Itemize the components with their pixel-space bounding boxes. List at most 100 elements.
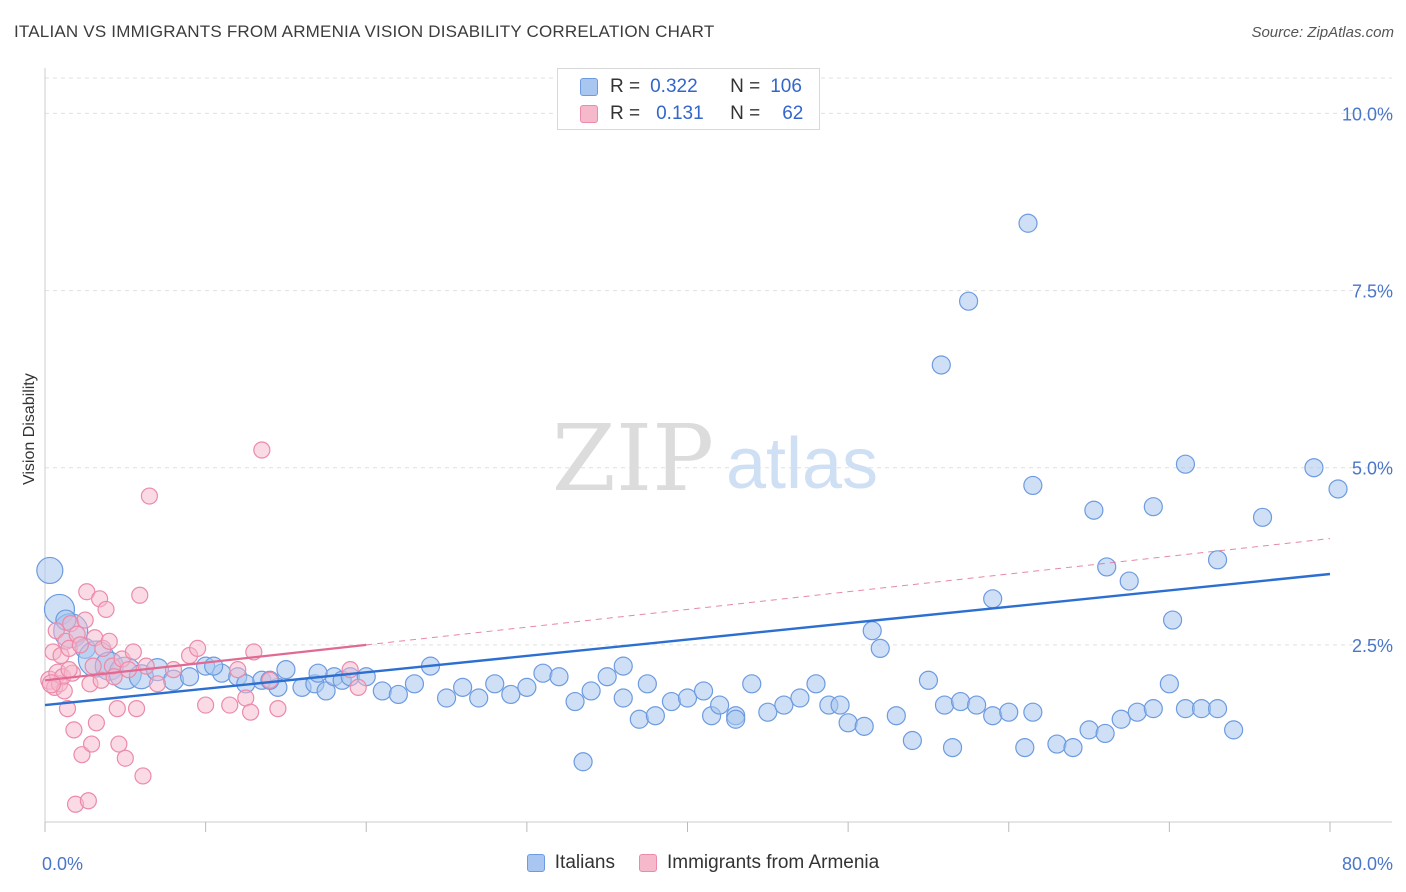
armenia-point [221,696,239,714]
italians-point [1095,723,1115,744]
italians-point [693,681,714,701]
italians-point [597,667,617,687]
armenia-point [127,700,146,718]
armenia-point [65,721,83,739]
y-tick-label: 5.0% [1352,459,1393,479]
italians-point [742,674,762,694]
italians-point [1018,213,1038,233]
r-label: R = [610,103,641,124]
legend-item-armenia[interactable]: Immigrants from Armenia [638,852,879,874]
italians-point [501,684,521,705]
italians-point [790,688,810,708]
armenia-point [110,735,128,753]
italians-point [436,688,457,708]
italians-trend-line [44,572,1331,707]
italians-point [1224,720,1244,740]
italians-point [1207,550,1228,570]
armenia-point [131,586,149,604]
italians-point [950,691,971,712]
italians-point [1119,571,1139,591]
italians-point [613,656,633,676]
armenia-point [58,700,77,718]
chart-title: ITALIAN VS IMMIGRANTS FROM ARMENIA VISIO… [14,22,715,41]
armenia-point [84,657,102,675]
italians-point [1304,458,1324,478]
italians-point [1084,500,1104,520]
armenia-point [134,767,152,785]
italians-swatch [580,78,598,96]
armenia-point [124,643,142,661]
r-value: 0.131 [656,103,704,124]
italians-point [806,674,826,694]
italians-point [1023,475,1043,496]
armenia-point [60,661,78,679]
armenia-point [47,622,65,640]
watermark-zip: ZIP [552,405,714,512]
italians-point [404,674,425,694]
armenia-point [237,689,255,707]
x-tick-label-min: 0.0% [42,854,83,874]
armenia-point [79,792,97,810]
n-label: N = [730,103,761,124]
italians-point [629,709,649,729]
italians-point [830,695,850,715]
italians-point [999,702,1019,722]
armenia-trend-line [44,643,367,682]
italians-point [1162,610,1183,630]
legend-item-italians[interactable]: Italians [526,852,615,874]
italians-point [1047,734,1067,754]
italians-point [870,638,890,659]
armenia-point [269,700,287,718]
italians-point [1207,699,1228,719]
trend-lines [44,538,1331,707]
italians-point [533,663,553,683]
italians-point [942,737,963,758]
armenia-point [87,714,106,732]
r-value: 0.322 [650,76,698,97]
italians-point [934,695,955,715]
series-armenia [40,441,367,813]
italians-point [1159,674,1179,694]
armenia-point [76,611,94,629]
n-label: N = [730,76,761,97]
tick-labels: 2.5% 5.0% 7.5% 10.0% 0.0% 80.0% [42,104,1393,874]
italians-point [613,688,633,708]
italians-point [1127,702,1147,722]
armenia-point [188,639,207,658]
italians-point [726,709,746,729]
armenia-point [41,674,62,694]
source-label: Source: ZipAtlas.com [1251,24,1394,41]
y-tick-label: 10.0% [1342,104,1393,124]
y-tick-label: 2.5% [1352,636,1393,656]
armenia-swatch [580,105,598,123]
italians-point [276,660,296,680]
n-value: 106 [770,76,802,97]
grid-lines [45,77,1392,646]
italians-point [774,695,794,715]
italians-point [549,667,569,687]
armenia-trend-extension [366,538,1331,646]
italians-point [1063,737,1083,758]
italians-point [388,684,408,705]
armenia-point [97,600,115,619]
italians-point [1111,709,1131,729]
italians-point [581,681,601,701]
armenia-point [82,735,101,753]
armenia-point [148,675,167,693]
italians-point [1175,454,1196,474]
italians-point [1079,720,1099,740]
stats-legend: R = 0.322 N = 106 R = 0.131 N = 62 [557,68,820,130]
armenia-point [108,700,126,718]
italians-point [1252,507,1273,527]
italians-point [710,695,730,715]
italians-point [36,556,64,585]
armenia-point [261,671,279,689]
italians-point [372,681,392,701]
stats-row-italians: R = 0.322 N = 106 [580,75,802,99]
italians-point [1175,699,1196,719]
italians-point [958,291,979,311]
italians-point [453,677,473,697]
armenia-point [71,636,89,654]
armenia-legend-swatch [638,854,657,872]
italians-point [983,706,1003,726]
